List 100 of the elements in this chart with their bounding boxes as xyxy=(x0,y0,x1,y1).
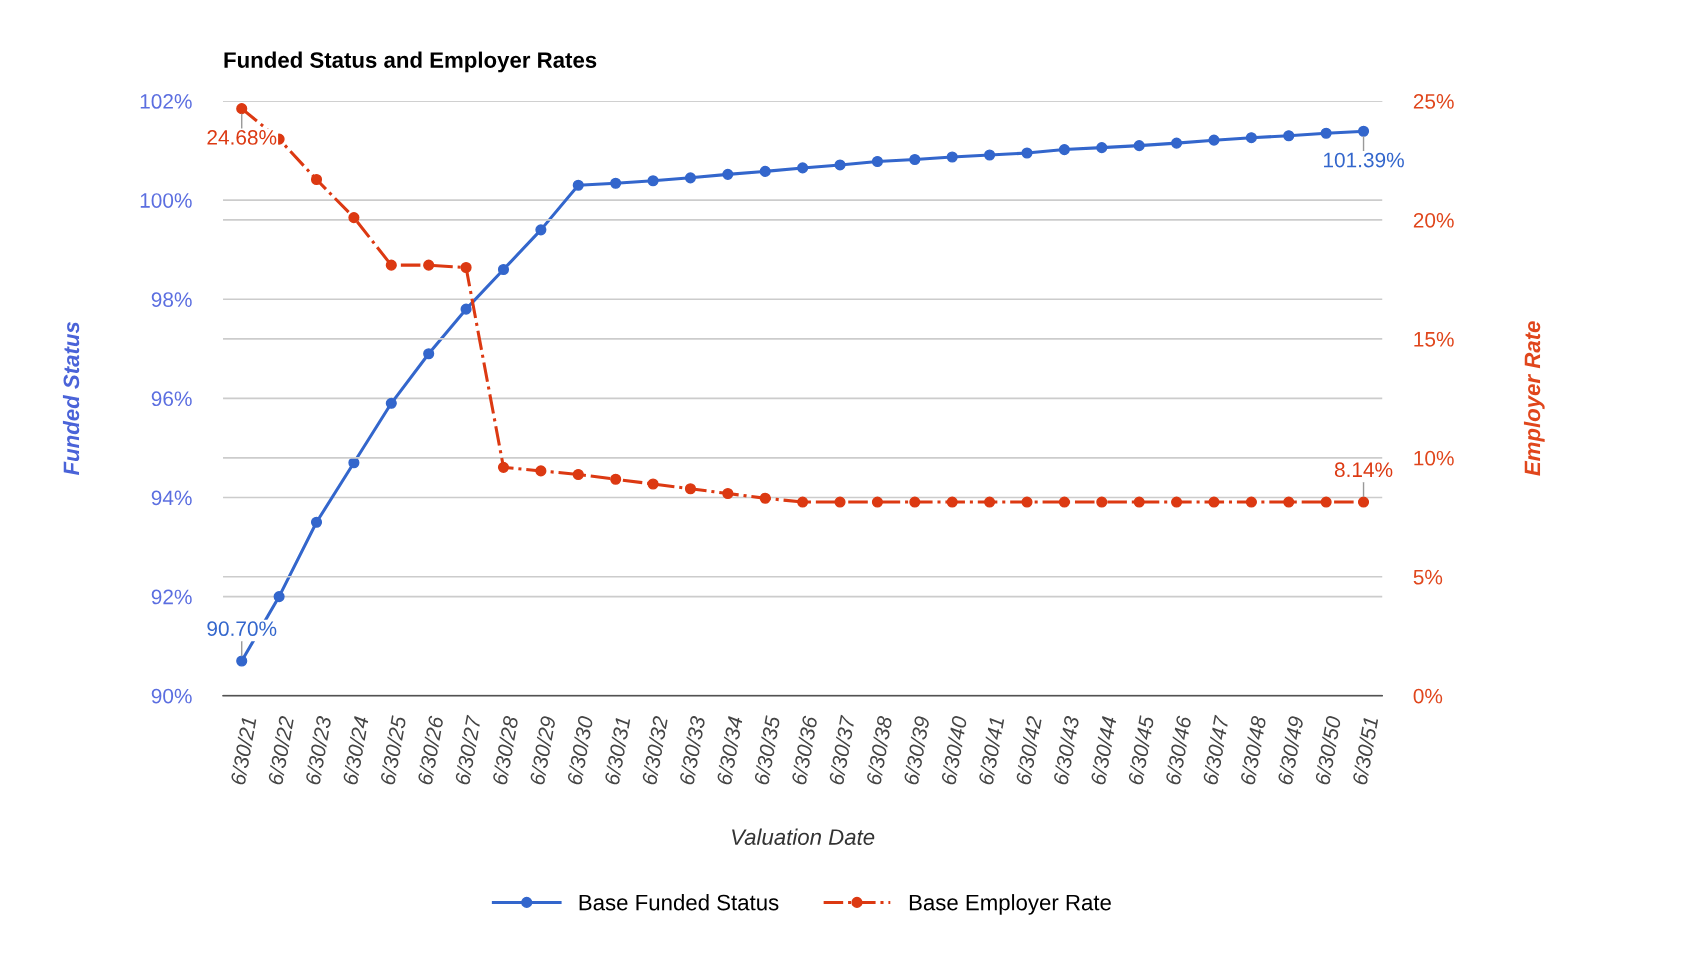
point xyxy=(1208,134,1220,146)
point xyxy=(535,465,547,477)
point xyxy=(797,496,809,508)
y-tick-label: 92% xyxy=(151,589,192,605)
y-tick-label: 90% xyxy=(151,688,192,704)
point xyxy=(1245,132,1257,144)
x-tick-label: 6/30/35 xyxy=(753,715,781,786)
point xyxy=(497,461,510,473)
x-tick-label: 6/30/25 xyxy=(379,715,407,786)
x-tick-label: 6/30/39 xyxy=(902,715,930,786)
point xyxy=(1096,496,1108,508)
x-tick-label: 6/30/44 xyxy=(1089,715,1117,786)
point xyxy=(647,175,659,187)
point xyxy=(572,468,584,481)
x-tick-label: 6/30/36 xyxy=(790,715,818,786)
point xyxy=(1171,137,1183,149)
point xyxy=(722,487,734,500)
point xyxy=(722,168,734,180)
point xyxy=(423,259,435,271)
point xyxy=(1021,147,1033,159)
point xyxy=(385,259,397,271)
point xyxy=(348,212,360,224)
point xyxy=(460,303,472,315)
x-tick-label: 6/30/38 xyxy=(865,715,893,786)
x-tick-label: 6/30/42 xyxy=(1015,715,1043,786)
point xyxy=(610,473,622,485)
x-tick-label: 6/30/45 xyxy=(1127,715,1155,786)
x-tick-label: 6/30/51 xyxy=(1351,716,1379,786)
x-tick-label: 6/30/23 xyxy=(304,715,332,786)
point xyxy=(1320,127,1332,139)
point xyxy=(759,492,771,504)
x-tick-label: 6/30/31 xyxy=(603,716,631,786)
x-axis-title: Valuation Date xyxy=(732,828,875,845)
y2-axis-title: Employer Rate xyxy=(1523,321,1545,476)
x-tick-label: 6/30/26 xyxy=(416,715,444,786)
point xyxy=(1096,142,1108,154)
y-axis-title: Funded Status xyxy=(62,321,80,476)
y2-tick-label: 15% xyxy=(1414,331,1454,347)
x-tick-label: 6/30/27 xyxy=(454,714,482,786)
y2-tick-label: 0% xyxy=(1413,688,1443,704)
x-tick-label: 6/30/46 xyxy=(1164,715,1192,786)
point xyxy=(1283,130,1295,142)
x-tick-label: 6/30/29 xyxy=(529,715,556,786)
x-tick-label: 6/30/33 xyxy=(678,715,706,786)
point xyxy=(497,263,510,276)
data-label: 8.14% xyxy=(1334,462,1393,478)
point xyxy=(310,516,323,528)
x-tick-label: 6/30/47 xyxy=(1202,714,1230,786)
y2-tick-label: 25% xyxy=(1413,94,1454,109)
point xyxy=(834,496,846,508)
point xyxy=(1058,496,1070,508)
point xyxy=(460,261,472,274)
x-tick-label: 6/30/21 xyxy=(229,716,257,786)
point xyxy=(1320,496,1332,508)
x-tick-label: 6/30/28 xyxy=(491,715,519,786)
point xyxy=(647,478,659,490)
data-label: 24.68% xyxy=(207,130,277,145)
point xyxy=(236,103,248,115)
x-tick-label: 6/30/30 xyxy=(566,715,594,786)
x-tick-label: 6/30/34 xyxy=(715,715,743,786)
y-tick-label: 96% xyxy=(151,391,192,407)
legend-label: Base Funded Status xyxy=(579,894,779,911)
point xyxy=(871,155,883,168)
data-label: 90.70% xyxy=(207,621,277,637)
y2-tick-label: 20% xyxy=(1413,212,1454,228)
point xyxy=(684,172,697,184)
point xyxy=(946,496,958,508)
y2-tick-label: 5% xyxy=(1413,569,1443,585)
point xyxy=(1208,496,1220,508)
point xyxy=(1245,496,1257,508)
point xyxy=(1357,125,1370,137)
point xyxy=(759,165,771,177)
x-tick-label: 6/30/22 xyxy=(267,715,295,786)
point xyxy=(1357,496,1370,508)
point xyxy=(572,179,584,191)
y-tick-label: 98% xyxy=(151,292,192,307)
point xyxy=(1021,496,1033,508)
point xyxy=(273,591,285,603)
x-tick-label: 6/30/43 xyxy=(1052,715,1080,786)
x-tick-label: 6/30/37 xyxy=(828,714,856,786)
x-tick-label: 6/30/50 xyxy=(1314,715,1342,786)
x-tick-label: 6/30/40 xyxy=(940,715,968,786)
point xyxy=(1133,140,1145,152)
point xyxy=(871,496,883,508)
point xyxy=(834,159,846,171)
y2-tick-label: 10% xyxy=(1414,450,1454,466)
point xyxy=(984,149,996,161)
data-label: 101.39% xyxy=(1324,152,1404,168)
y-tick-label: 94% xyxy=(151,490,192,506)
x-tick-label: 6/30/49 xyxy=(1276,715,1304,786)
point xyxy=(1058,144,1070,156)
x-tick-label: 6/30/24 xyxy=(342,715,369,786)
point xyxy=(385,397,397,409)
point xyxy=(610,177,622,189)
point xyxy=(797,162,809,174)
point xyxy=(423,348,435,360)
y-tick-label: 100% xyxy=(140,193,192,208)
point xyxy=(535,224,547,236)
y-tick-label: 102% xyxy=(140,94,192,109)
point xyxy=(684,483,697,495)
